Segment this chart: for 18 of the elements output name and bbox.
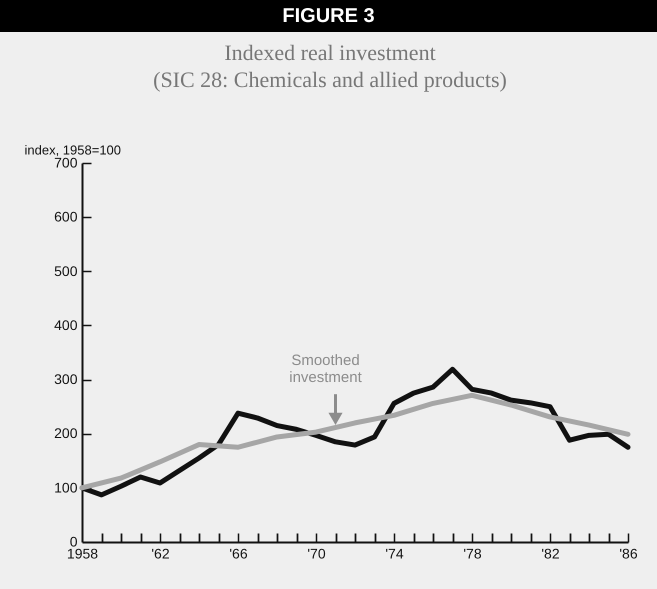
x-tick-label: '86	[619, 546, 638, 562]
y-tick-label: 700	[54, 154, 78, 170]
x-tick-label: '82	[541, 546, 560, 562]
chart-title: FIGURE 3	[0, 0, 657, 32]
x-tick-label: '62	[151, 546, 170, 562]
x-tick-label: '66	[229, 546, 248, 562]
x-tick-label: '78	[463, 546, 482, 562]
chart-subtitle: Indexed real investment (SIC 28: Chemicals and allied products)	[153, 40, 507, 92]
annotation: Smoothed investment	[289, 352, 363, 386]
y-tick-label: 100	[54, 479, 78, 496]
x-tick-label: '74	[385, 546, 404, 562]
y-tick-label: 300	[54, 371, 78, 388]
x-tick-label: '70	[307, 546, 326, 562]
y-axis-title: index, 1958=100	[24, 142, 122, 158]
y-tick-label: 600	[54, 208, 78, 225]
y-tick-label: 400	[54, 316, 78, 333]
y-tick-label: 500	[54, 262, 78, 279]
y-tick-label: 200	[54, 425, 78, 442]
